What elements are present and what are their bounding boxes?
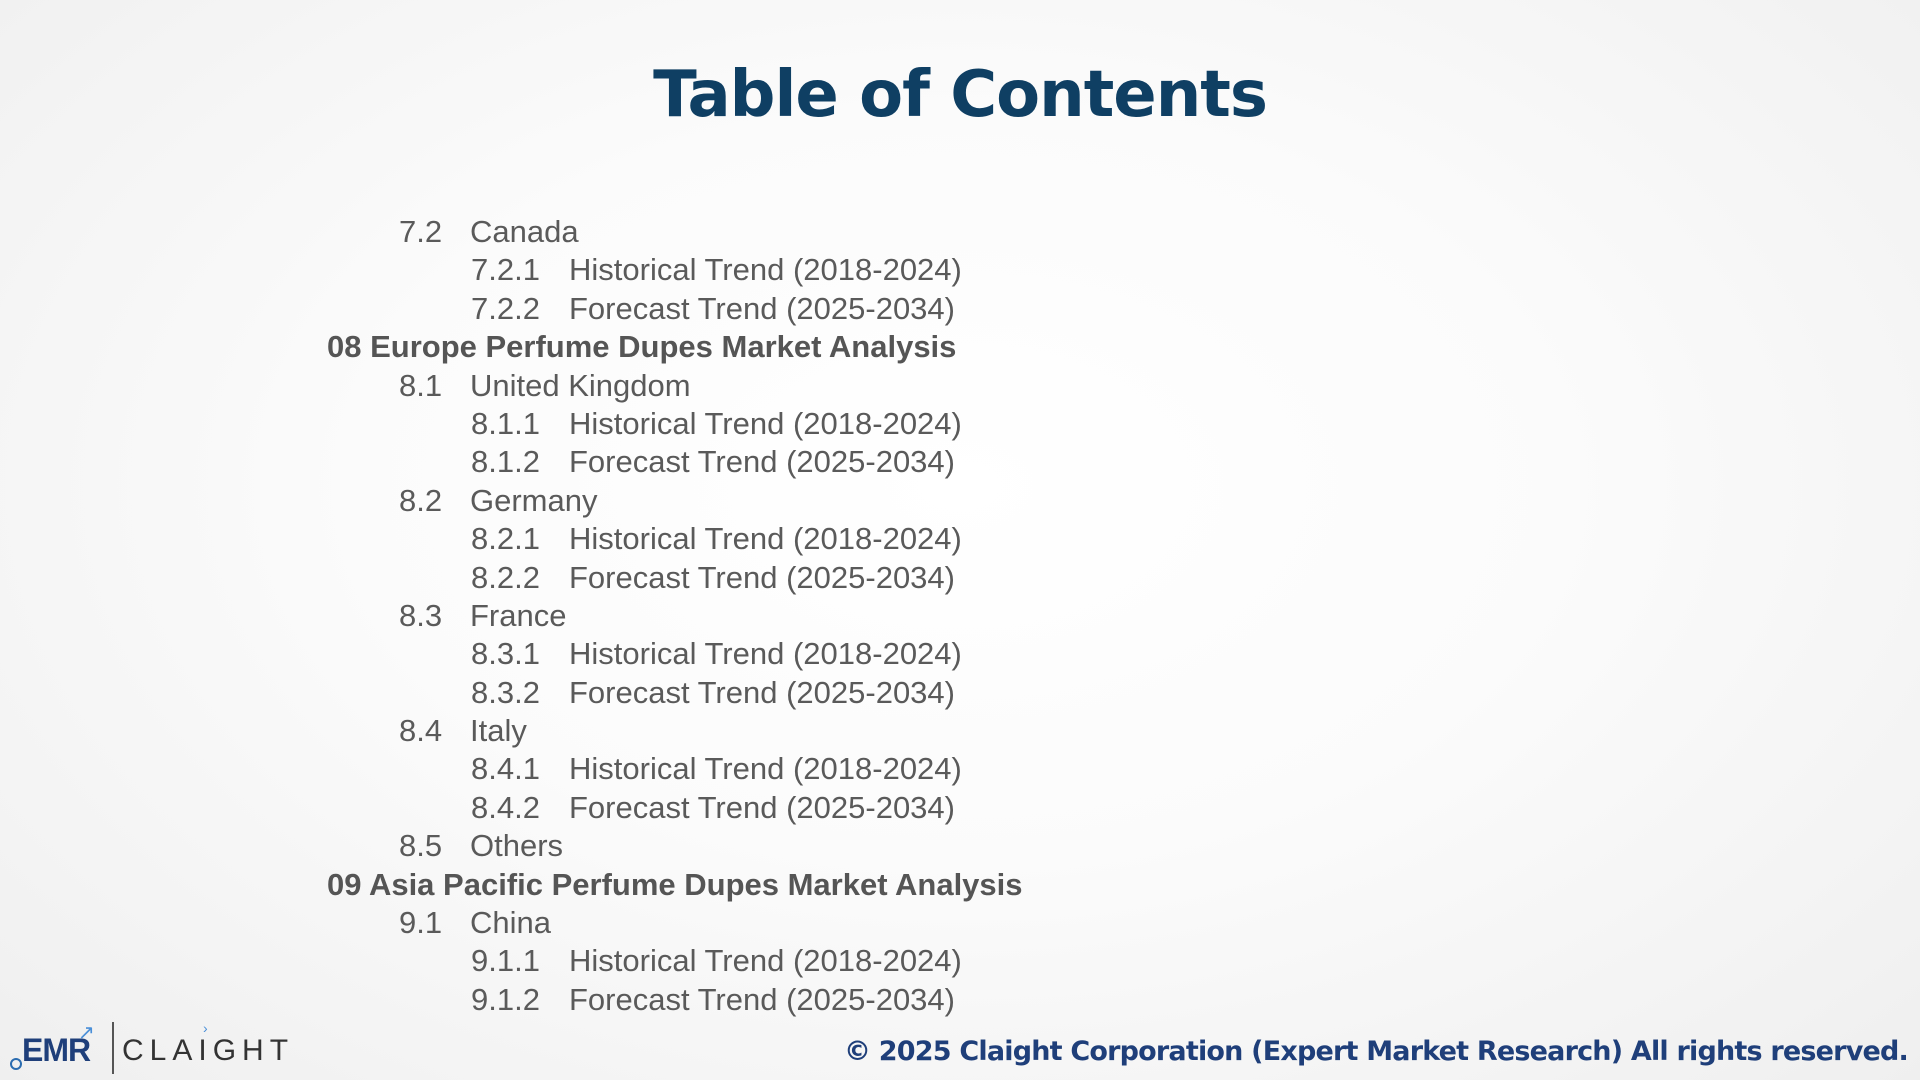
- toc-entry-label: Historical Trend (2018-2024): [569, 636, 962, 672]
- toc-entry-label: Historical Trend (2018-2024): [569, 405, 962, 441]
- toc-entry-label: Forecast Trend (2025-2034): [569, 290, 955, 326]
- toc-entry-label: United Kingdom: [470, 367, 691, 403]
- toc-entry-label: Germany: [470, 482, 598, 518]
- toc-entry: 7.2 Canada: [0, 213, 1920, 251]
- toc-entry: 9.1.2 Forecast Trend (2025-2034): [0, 981, 1920, 1019]
- logo-arrow-icon: ↗: [78, 1022, 95, 1044]
- toc-chapter-heading: 08 Europe Perfume Dupes Market Analysis: [0, 328, 1920, 366]
- toc-entry-number: 8.3: [399, 597, 443, 633]
- toc-entry-number: 9.1: [399, 905, 443, 941]
- logo-claight-text: CLAIGHT: [122, 1034, 295, 1067]
- toc-chapter-label: 09 Asia Pacific Perfume Dupes Market Ana…: [327, 866, 1023, 902]
- toc-entry-number: 8.1.1: [471, 405, 540, 441]
- toc-entry: 8.3.2 Forecast Trend (2025-2034): [0, 674, 1920, 712]
- logo-emr-text: EMR: [22, 1032, 91, 1068]
- toc-entry-number: 9.1.1: [471, 943, 540, 979]
- toc-entry: 8.5 Others: [0, 827, 1920, 865]
- toc-entry: 8.1.2 Forecast Trend (2025-2034): [0, 443, 1920, 481]
- toc-entry: 8.1.1 Historical Trend (2018-2024): [0, 405, 1920, 443]
- toc-entry: 8.2 Germany: [0, 482, 1920, 520]
- toc-entry-number: 8.4.2: [471, 789, 540, 825]
- toc-entry-number: 7.2: [399, 214, 443, 249]
- toc-entry-label: China: [470, 905, 551, 941]
- company-logo: EMR ↗ CLAIGHT ›: [10, 1020, 300, 1080]
- toc-entry: 8.4.2 Forecast Trend (2025-2034): [0, 789, 1920, 827]
- toc-entry: 8.4 Italy: [0, 712, 1920, 750]
- toc-entry-label: Canada: [470, 214, 579, 249]
- toc-chapter-label: 08 Europe Perfume Dupes Market Analysis: [327, 329, 957, 365]
- toc-entry-label: Historical Trend (2018-2024): [569, 751, 962, 787]
- logo-spark-icon: ›: [203, 1020, 208, 1036]
- logo-divider: [112, 1022, 114, 1074]
- toc-entry-label: Historical Trend (2018-2024): [569, 521, 962, 557]
- toc-entry-label: France: [470, 597, 567, 633]
- toc-entry-number: 9.1.2: [471, 981, 540, 1017]
- toc-entry-number: 8.1: [399, 367, 443, 403]
- toc-entry: 8.4.1 Historical Trend (2018-2024): [0, 750, 1920, 788]
- toc-entry-label: Forecast Trend (2025-2034): [569, 981, 955, 1017]
- toc-chapter-heading: 09 Asia Pacific Perfume Dupes Market Ana…: [0, 866, 1920, 904]
- page-title: Table of Contents: [653, 58, 1268, 132]
- toc-entry: 9.1.1 Historical Trend (2018-2024): [0, 942, 1920, 980]
- toc-entry-label: Others: [470, 828, 564, 864]
- toc-entry-number: 8.2: [399, 482, 443, 518]
- toc-entry-label: Forecast Trend (2025-2034): [569, 789, 955, 825]
- toc-entry: 8.3.1 Historical Trend (2018-2024): [0, 635, 1920, 673]
- toc-entry: 8.1 United Kingdom: [0, 367, 1920, 405]
- toc-entry-label: Forecast Trend (2025-2034): [569, 559, 955, 595]
- copyright-notice: © 2025 Claight Corporation (Expert Marke…: [844, 1036, 1909, 1067]
- toc-entry: 8.3 France: [0, 597, 1920, 635]
- toc-entry-number: 8.1.2: [471, 444, 540, 480]
- toc-entry-number: 8.2.1: [471, 521, 540, 557]
- toc-entry-number: 7.2.1: [471, 252, 540, 288]
- toc-entry-number: 8.3.1: [471, 636, 540, 672]
- toc-entry-label: Forecast Trend (2025-2034): [569, 444, 955, 480]
- toc-entry: 8.2.1 Historical Trend (2018-2024): [0, 520, 1920, 558]
- toc-entry: 9.1 China: [0, 904, 1920, 942]
- toc-entry-number: 7.2.2: [471, 290, 540, 326]
- toc-entry: 7.2.1 Historical Trend (2018-2024): [0, 251, 1920, 289]
- logo-dot-icon: [10, 1058, 22, 1070]
- toc-entry-number: 8.5: [399, 828, 443, 864]
- toc-entry-label: Historical Trend (2018-2024): [569, 943, 962, 979]
- toc-entry-label: Italy: [470, 713, 527, 749]
- toc-entry-number: 8.2.2: [471, 559, 540, 595]
- toc-entry-number: 8.3.2: [471, 674, 540, 710]
- table-of-contents: 7.2 Canada 7.2.1 Historical Trend (2018-…: [0, 213, 1920, 1019]
- toc-entry-label: Historical Trend (2018-2024): [569, 252, 962, 288]
- toc-entry-label: Forecast Trend (2025-2034): [569, 674, 955, 710]
- toc-entry: 7.2.2 Forecast Trend (2025-2034): [0, 290, 1920, 328]
- toc-entry-number: 8.4: [399, 713, 443, 749]
- toc-entry: 8.2.2 Forecast Trend (2025-2034): [0, 559, 1920, 597]
- toc-entry-number: 8.4.1: [471, 751, 540, 787]
